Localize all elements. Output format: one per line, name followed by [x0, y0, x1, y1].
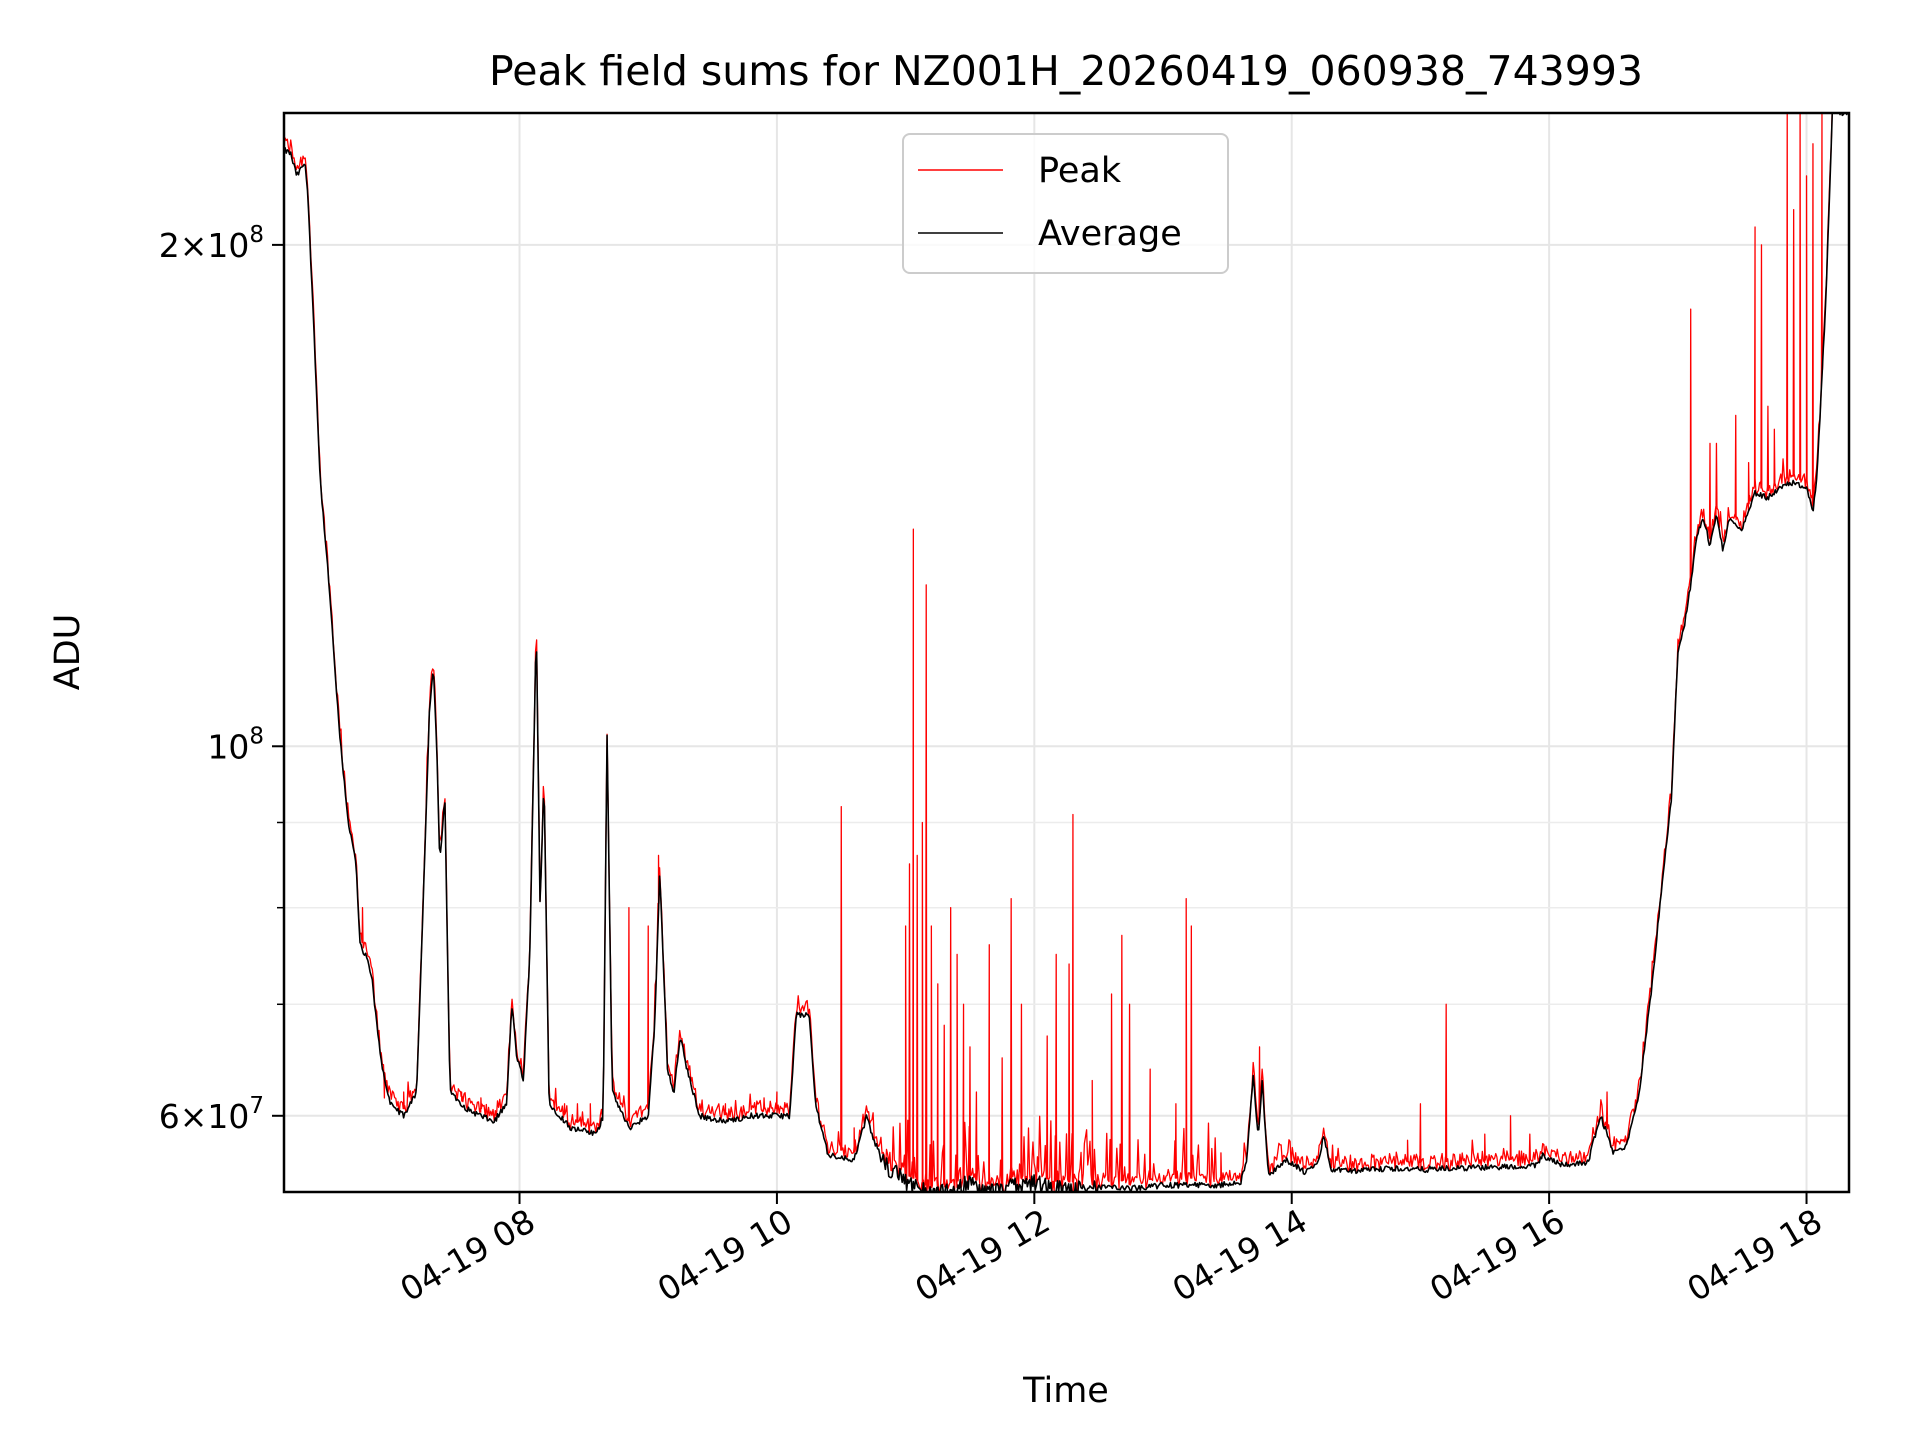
legend-label-peak: Peak	[1038, 151, 1122, 191]
peak-series-line	[284, 113, 1833, 1192]
legend-box	[902, 133, 1229, 274]
chart-title: Peak field sums for NZ001H_20260419_0609…	[489, 47, 1643, 95]
y-tick-label-0: 6×107	[159, 1093, 264, 1136]
plot-frame	[282, 111, 1851, 1194]
grid	[284, 113, 1849, 1192]
y-axis-label: ADU	[48, 614, 88, 691]
x-axis-label: Time	[1022, 1371, 1109, 1411]
legend-label-average: Average	[1038, 214, 1182, 254]
y-tick-label-1: 108	[207, 723, 264, 766]
y-tick-label-2: 2×108	[159, 222, 264, 265]
legend: Peak Average	[902, 133, 1229, 274]
